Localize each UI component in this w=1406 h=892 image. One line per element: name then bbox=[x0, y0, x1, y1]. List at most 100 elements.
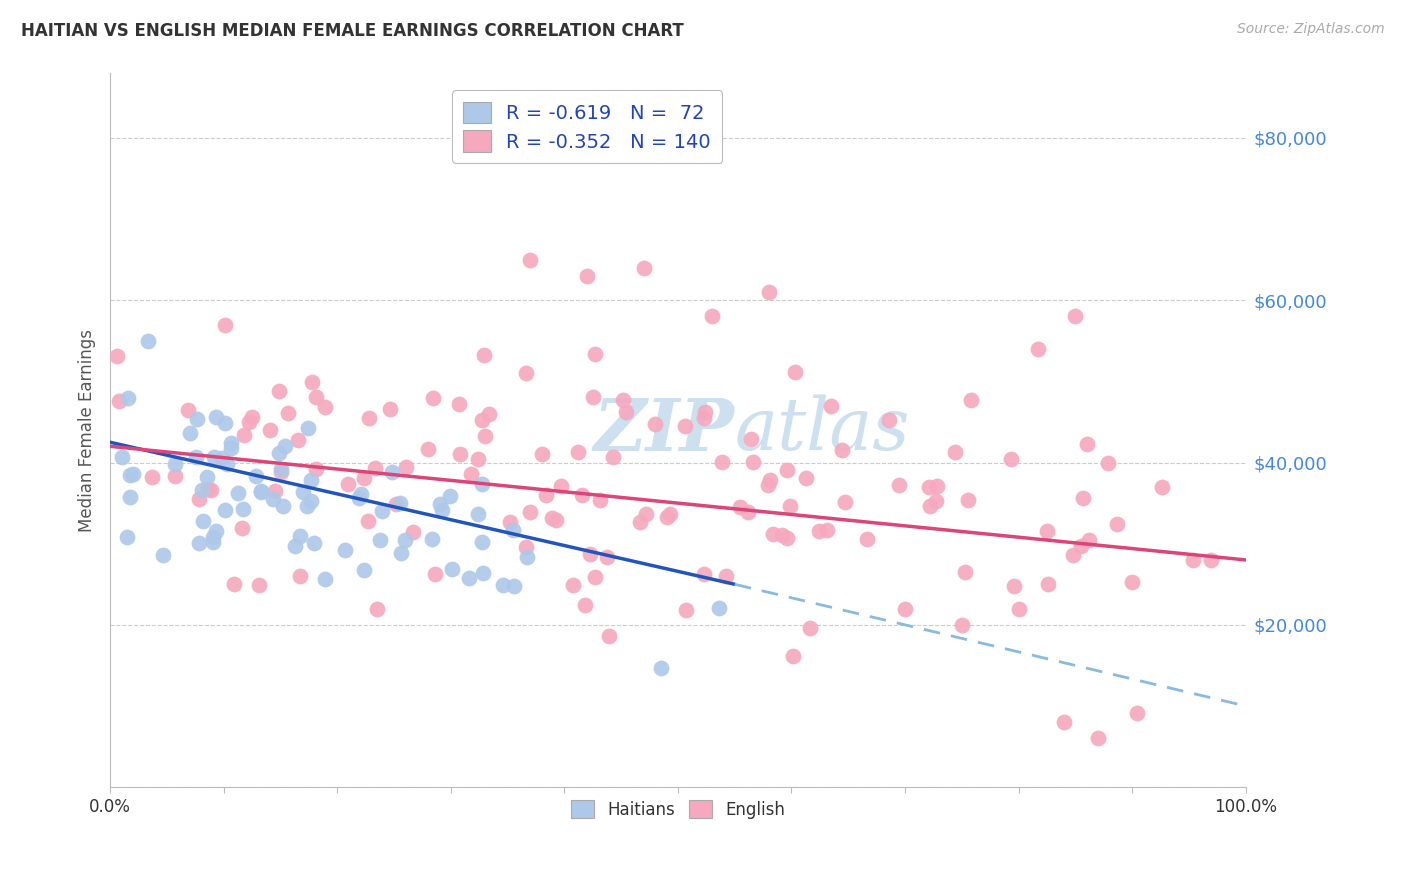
Point bbox=[215, 458, 238, 472]
Point bbox=[337, 477, 360, 491]
Point bbox=[531, 448, 554, 462]
Point bbox=[759, 473, 782, 487]
Point bbox=[186, 412, 208, 426]
Point bbox=[953, 566, 976, 580]
Point bbox=[314, 573, 336, 587]
Point bbox=[783, 366, 806, 380]
Point bbox=[302, 536, 325, 550]
Point bbox=[927, 479, 949, 493]
Point bbox=[357, 411, 380, 425]
Point bbox=[471, 477, 494, 491]
Point bbox=[675, 603, 697, 617]
Point bbox=[582, 390, 605, 404]
Point bbox=[693, 404, 716, 418]
Point bbox=[288, 528, 311, 542]
Point bbox=[205, 524, 228, 538]
Point bbox=[877, 413, 900, 427]
Point bbox=[474, 429, 496, 443]
Point bbox=[245, 468, 267, 483]
Point bbox=[467, 507, 489, 521]
Point bbox=[333, 543, 356, 558]
Point bbox=[187, 491, 209, 506]
Point bbox=[515, 540, 537, 554]
Point bbox=[422, 391, 444, 405]
Point bbox=[349, 491, 371, 505]
Point bbox=[250, 484, 273, 499]
Point bbox=[381, 465, 404, 479]
Point bbox=[177, 402, 200, 417]
Point bbox=[232, 501, 254, 516]
Point bbox=[226, 486, 249, 500]
Point bbox=[297, 421, 319, 435]
Point bbox=[1007, 601, 1029, 615]
Point bbox=[544, 513, 567, 527]
Point bbox=[1199, 553, 1222, 567]
Legend: Haitians, English: Haitians, English bbox=[564, 793, 792, 825]
Point bbox=[262, 491, 284, 506]
Point bbox=[583, 569, 606, 583]
Point bbox=[197, 483, 219, 497]
Point bbox=[1000, 452, 1022, 467]
Point bbox=[693, 411, 716, 425]
Point bbox=[918, 479, 941, 493]
Point bbox=[111, 450, 134, 464]
Point bbox=[122, 467, 145, 481]
Point bbox=[288, 569, 311, 583]
Point bbox=[267, 446, 290, 460]
Point bbox=[163, 458, 186, 472]
Point bbox=[163, 468, 186, 483]
Point bbox=[184, 450, 207, 465]
Point bbox=[776, 531, 799, 545]
Point bbox=[450, 447, 472, 461]
Point bbox=[519, 252, 541, 267]
Point bbox=[959, 392, 981, 407]
Point bbox=[756, 478, 779, 492]
Point bbox=[889, 478, 911, 492]
Point bbox=[741, 455, 763, 469]
Y-axis label: Median Female Earnings: Median Female Earnings bbox=[79, 328, 96, 532]
Point bbox=[357, 514, 380, 528]
Point bbox=[502, 579, 524, 593]
Point bbox=[187, 536, 209, 550]
Point bbox=[141, 469, 163, 483]
Point bbox=[457, 571, 479, 585]
Point bbox=[277, 406, 299, 420]
Point bbox=[1062, 548, 1084, 562]
Point bbox=[541, 511, 564, 525]
Point bbox=[579, 547, 602, 561]
Point bbox=[291, 484, 314, 499]
Text: ZIP: ZIP bbox=[593, 394, 735, 466]
Point bbox=[264, 483, 287, 498]
Point bbox=[516, 549, 538, 564]
Point bbox=[472, 348, 495, 362]
Point bbox=[118, 467, 141, 482]
Point bbox=[1181, 553, 1204, 567]
Point bbox=[562, 578, 585, 592]
Point bbox=[353, 563, 375, 577]
Point bbox=[350, 486, 373, 500]
Point bbox=[831, 442, 853, 457]
Point bbox=[117, 391, 139, 405]
Point bbox=[492, 578, 515, 592]
Point bbox=[740, 432, 762, 446]
Point bbox=[201, 535, 224, 549]
Point bbox=[441, 562, 464, 576]
Point bbox=[633, 260, 655, 275]
Point bbox=[1121, 575, 1143, 590]
Point bbox=[659, 508, 682, 522]
Point bbox=[301, 473, 323, 487]
Point bbox=[1026, 342, 1049, 356]
Point bbox=[628, 515, 651, 529]
Point bbox=[259, 423, 281, 437]
Point bbox=[1053, 715, 1076, 730]
Point bbox=[576, 268, 599, 283]
Point bbox=[1002, 579, 1025, 593]
Point bbox=[550, 479, 572, 493]
Point bbox=[200, 483, 222, 497]
Point bbox=[634, 508, 657, 522]
Point bbox=[1070, 539, 1092, 553]
Point bbox=[247, 578, 270, 592]
Point bbox=[274, 439, 297, 453]
Point bbox=[193, 515, 215, 529]
Point bbox=[673, 418, 696, 433]
